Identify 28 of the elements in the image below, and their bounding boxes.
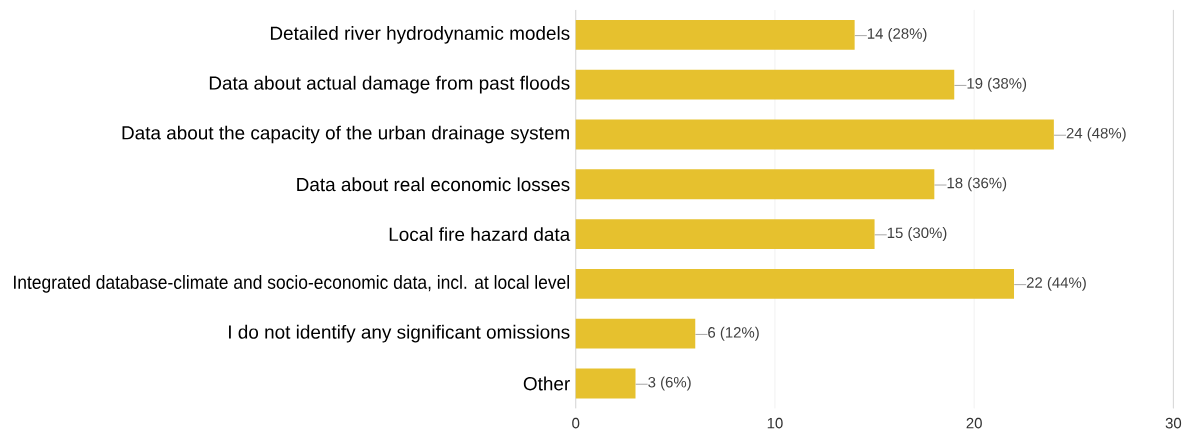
bar xyxy=(575,268,1015,299)
data-label: 19 (38%) xyxy=(967,77,1027,92)
data-label: 18 (36%) xyxy=(947,177,1007,192)
data-label: 24 (48%) xyxy=(1066,127,1126,142)
bar xyxy=(575,19,855,50)
x-tick-label: 20 xyxy=(966,417,982,429)
data-label: 3 (6%) xyxy=(648,376,691,391)
y-tick-label: Data about actual damage from past floods xyxy=(209,75,570,94)
data-label: 14 (28%) xyxy=(867,27,927,42)
bar xyxy=(575,368,636,399)
data-label: 6 (12%) xyxy=(708,326,759,341)
bar xyxy=(575,119,1054,150)
y-tick-label: Data about real economic losses xyxy=(297,177,570,192)
bar xyxy=(575,318,696,349)
y-tick-label: Integrated database-climate and socio-economic data, incl. at local level xyxy=(14,274,569,293)
bar xyxy=(575,169,935,200)
bar xyxy=(575,69,955,100)
y-tick-label: Detailed river hydrodynamic models xyxy=(270,25,570,44)
x-tick-label: 10 xyxy=(767,417,783,429)
data-label: 22 (44%) xyxy=(1026,276,1086,291)
y-tick-label: Other xyxy=(523,376,570,391)
y-tick-label: I do not identify any significant omissions xyxy=(229,324,570,343)
y-tick-label: Data about the capacity of the urban drainage system xyxy=(122,125,569,144)
x-tick-label: 30 xyxy=(1165,417,1182,429)
data-label: 15 (30%) xyxy=(887,227,947,241)
x-tick-label: 0 xyxy=(572,417,580,429)
y-tick-label: Local fire hazard data xyxy=(389,227,571,241)
bar xyxy=(575,219,875,249)
